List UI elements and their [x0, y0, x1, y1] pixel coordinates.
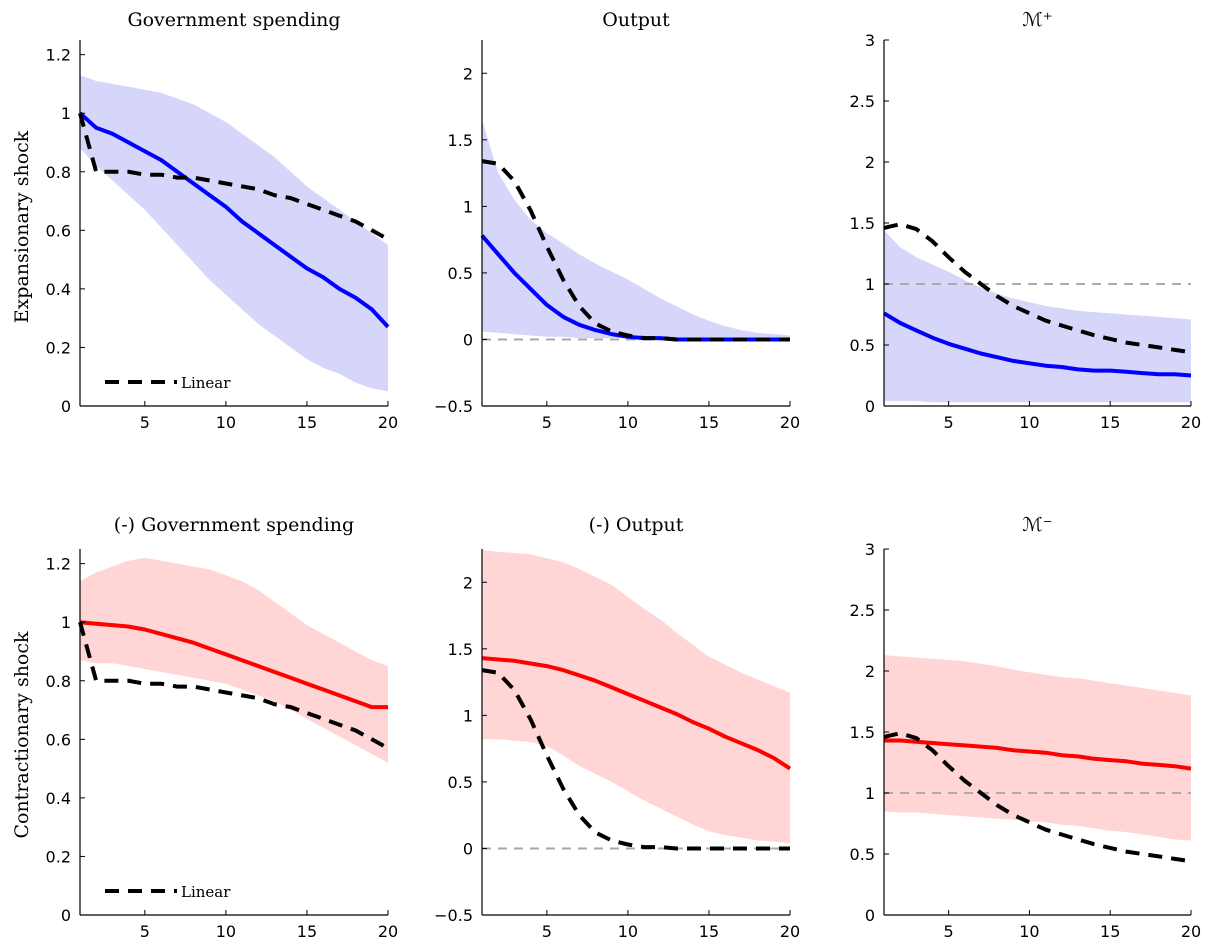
y-tick-label: 0	[463, 839, 473, 858]
x-tick-label: 5	[944, 922, 954, 941]
y-tick-label: 1	[61, 104, 71, 123]
x-tick-label: 5	[140, 922, 150, 941]
y-tick-label: 0.2	[46, 847, 71, 866]
x-tick-label: 15	[297, 413, 317, 432]
y-tick-label: 2	[463, 64, 473, 83]
x-tick-label: 5	[140, 413, 150, 432]
y-tick-label: 0.6	[46, 730, 71, 749]
linear-series-line	[481, 668, 790, 851]
panel-title: ℳ⁻	[1022, 514, 1052, 536]
y-tick-label: −0.5	[434, 906, 473, 925]
x-tick-label: 20	[780, 922, 800, 941]
y-tick-label: 0.2	[46, 338, 71, 357]
confidence-band	[482, 119, 790, 340]
legend-label: Linear	[181, 374, 231, 392]
linear-series-line	[883, 731, 1192, 864]
y-tick-label: 1	[463, 706, 473, 725]
panel-title: Government spending	[127, 9, 340, 31]
y-tick-label: 0	[61, 397, 71, 416]
y-tick-label: 0.4	[46, 789, 71, 808]
x-tick-label: 10	[216, 922, 236, 941]
y-tick-label: 1.5	[448, 640, 473, 659]
y-tick-label: 0.5	[850, 336, 875, 355]
y-tick-label: 1.2	[46, 46, 71, 65]
y-tick-label: 0	[865, 397, 875, 416]
y-tick-label: 2	[463, 573, 473, 592]
x-tick-label: 15	[1100, 413, 1120, 432]
panel-title: (-) Output	[589, 514, 684, 536]
x-tick-label: 20	[1181, 413, 1201, 432]
panel-5: 0 0.5 1 1.5 2 2.5 3 5 10 15 20 ℳ⁻	[850, 514, 1202, 941]
y-tick-label: 0	[61, 906, 71, 925]
x-tick-label: 10	[1019, 413, 1039, 432]
panel-title: (-) Government spending	[114, 514, 354, 536]
y-tick-label: 0.5	[850, 845, 875, 864]
linear-series-line	[78, 112, 389, 241]
y-tick-label: 0.8	[46, 672, 71, 691]
y-tick-label: 0.4	[46, 280, 71, 299]
panel-3: 0 0.2 0.4 0.6 0.8 1 1.2 5 10 15 20 (-) Government s…	[46, 514, 399, 941]
row-label-expansionary: Expansionary shock	[11, 130, 33, 323]
estimate-series-line	[79, 620, 388, 710]
x-tick-label: 10	[618, 922, 638, 941]
x-tick-label: 5	[542, 922, 552, 941]
y-tick-label: 3	[865, 31, 875, 50]
x-tick-label: 20	[780, 413, 800, 432]
y-tick-label: 3	[865, 540, 875, 559]
panel-0: 0 0.2 0.4 0.6 0.8 1 1.2 5 10 15 20 Government spend…	[46, 9, 399, 432]
x-tick-label: 15	[699, 413, 719, 432]
linear-series-line	[481, 159, 790, 342]
row-label-contractionary: Contractionary shock	[11, 631, 33, 839]
x-tick-label: 20	[378, 413, 398, 432]
panel-title: ℳ⁺	[1022, 9, 1052, 31]
y-tick-label: 1	[61, 613, 71, 632]
panel-title: Output	[602, 9, 670, 31]
estimate-series-line	[78, 111, 390, 329]
panel-1: −0.5 0 0.5 1 1.5 2 5 10 15 20 Output	[434, 9, 800, 432]
y-tick-label: 2	[865, 662, 875, 681]
y-tick-label: 2.5	[850, 92, 875, 111]
y-tick-label: 1.5	[850, 214, 875, 233]
y-tick-label: 0	[463, 330, 473, 349]
y-tick-label: 2.5	[850, 601, 875, 620]
y-tick-label: 1	[463, 197, 473, 216]
confidence-band	[884, 230, 1191, 403]
estimate-series-line	[481, 656, 792, 771]
linear-series-line	[883, 222, 1192, 355]
x-tick-label: 15	[297, 922, 317, 941]
y-tick-label: 2	[865, 153, 875, 172]
y-tick-label: 0.5	[448, 773, 473, 792]
confidence-band	[80, 557, 388, 763]
estimate-series-line	[884, 738, 1192, 771]
x-tick-label: 10	[618, 413, 638, 432]
confidence-band	[884, 655, 1191, 841]
x-tick-label: 5	[944, 413, 954, 432]
panel-2: 0 0.5 1 1.5 2 2.5 3 5 10 15 20 ℳ⁺	[850, 9, 1202, 432]
y-tick-label: 0.5	[448, 264, 473, 283]
legend-label: Linear	[181, 883, 231, 901]
y-tick-label: −0.5	[434, 397, 473, 416]
x-tick-label: 15	[699, 922, 719, 941]
linear-series-line	[78, 621, 389, 750]
y-tick-label: 1.2	[46, 555, 71, 574]
y-tick-label: 0	[865, 906, 875, 925]
estimate-series-line	[882, 311, 1192, 378]
y-tick-label: 1.5	[850, 723, 875, 742]
y-tick-label: 0.8	[46, 163, 71, 182]
y-tick-label: 1	[865, 784, 875, 803]
confidence-band	[80, 75, 388, 392]
y-tick-label: 1	[865, 275, 875, 294]
x-tick-label: 10	[216, 413, 236, 432]
y-tick-label: 0.6	[46, 221, 71, 240]
panel-4: −0.5 0 0.5 1 1.5 2 5 10 15 20 (-) Output	[434, 514, 800, 941]
y-tick-label: 1.5	[448, 131, 473, 150]
x-tick-label: 20	[1181, 922, 1201, 941]
x-tick-label: 5	[542, 413, 552, 432]
x-tick-label: 20	[378, 922, 398, 941]
x-tick-label: 15	[1100, 922, 1120, 941]
x-tick-label: 10	[1019, 922, 1039, 941]
